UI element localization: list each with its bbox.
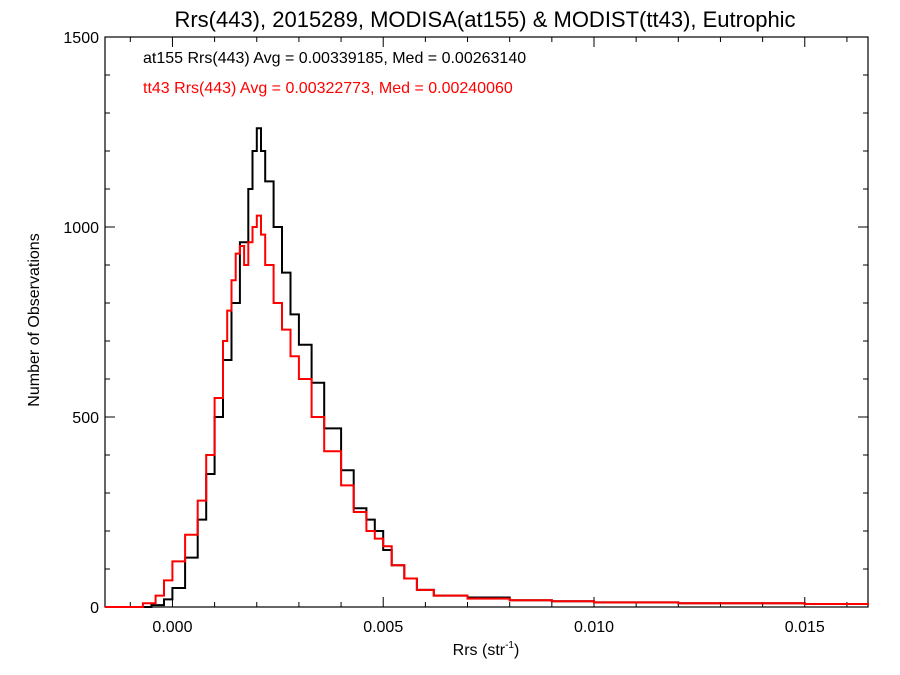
annotation-at155: at155 Rrs(443) Avg = 0.00339185, Med = 0… bbox=[143, 50, 526, 67]
y-tick-label: 0 bbox=[90, 600, 99, 617]
y-tick-label: 500 bbox=[72, 410, 99, 427]
x-axis-tick-labels: 0.000 0.005 0.010 0.015 bbox=[152, 619, 824, 636]
series-line-1 bbox=[105, 214, 869, 608]
chart-title: Rrs(443), 2015289, MODISA(at155) & MODIS… bbox=[174, 7, 795, 32]
y-axis-tick-labels: 0 500 1000 1500 bbox=[63, 30, 99, 617]
annotation-tt43: tt43 Rrs(443) Avg = 0.00322773, Med = 0.… bbox=[143, 80, 513, 97]
x-axis-label: Rrs (str-1) bbox=[453, 640, 520, 659]
x-tick-label: 0.005 bbox=[363, 619, 403, 636]
x-axis-label-end: ) bbox=[514, 642, 519, 659]
x-tick-label: 0.000 bbox=[152, 619, 192, 636]
series-line-0 bbox=[105, 127, 869, 608]
x-axis-label-superscript: -1 bbox=[505, 640, 514, 651]
y-tick-label: 1000 bbox=[63, 220, 99, 237]
plot-border bbox=[104, 36, 869, 608]
x-tick-label: 0.015 bbox=[785, 619, 825, 636]
plot-frame bbox=[104, 36, 869, 608]
y-axis-label: Number of Observations bbox=[26, 233, 43, 406]
axis-ticks bbox=[105, 36, 868, 608]
x-tick-label: 0.010 bbox=[574, 619, 614, 636]
x-axis-label-main: Rrs (str bbox=[453, 642, 506, 659]
y-tick-label: 1500 bbox=[63, 30, 99, 47]
series-layer bbox=[105, 127, 869, 608]
